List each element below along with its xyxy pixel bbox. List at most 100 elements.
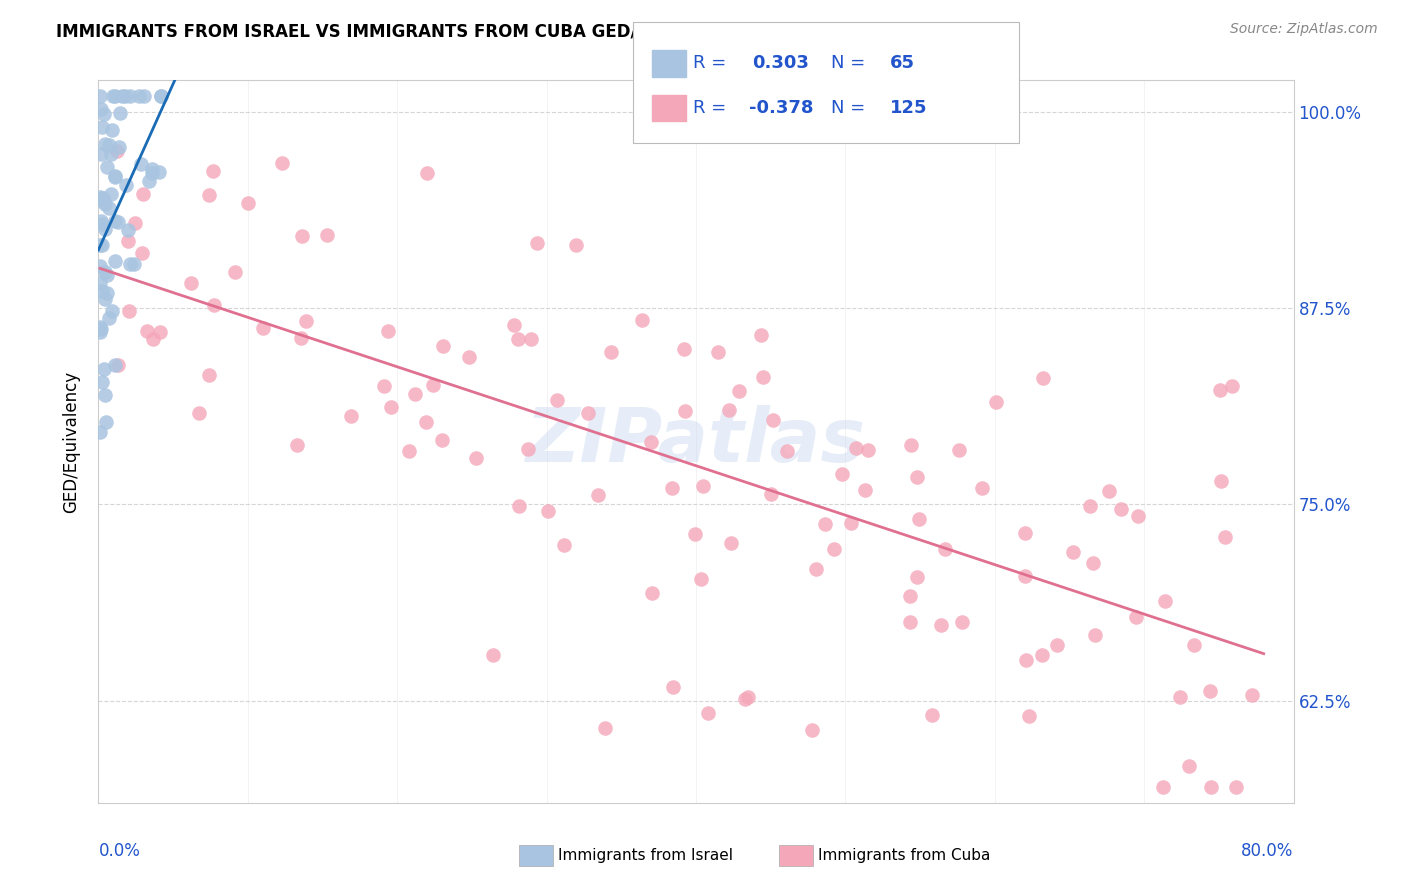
Point — [593, 721, 616, 735]
Point — [599, 344, 621, 359]
Point — [800, 723, 823, 737]
Point — [422, 378, 444, 392]
Point — [1220, 379, 1243, 393]
Point — [141, 166, 163, 180]
Point — [104, 89, 127, 103]
Point — [89, 325, 111, 339]
Point — [839, 516, 862, 531]
Point — [115, 178, 138, 193]
Point — [1225, 780, 1247, 794]
Point — [141, 162, 163, 177]
Point — [271, 155, 294, 169]
Point — [707, 345, 730, 359]
Point — [128, 89, 150, 103]
Point — [503, 318, 526, 332]
Point — [1084, 628, 1107, 642]
Point — [432, 339, 454, 353]
Point — [856, 443, 879, 458]
Point — [90, 214, 112, 228]
Point — [1178, 758, 1201, 772]
Point — [898, 615, 921, 630]
Point — [1199, 780, 1222, 794]
Point — [89, 276, 111, 290]
Point — [761, 486, 783, 500]
Point — [100, 123, 122, 137]
Point — [90, 237, 112, 252]
Point — [98, 201, 121, 215]
Point — [316, 228, 339, 243]
Point — [91, 375, 114, 389]
Point — [114, 89, 136, 103]
Point — [236, 195, 259, 210]
Point — [692, 479, 714, 493]
Point — [1209, 384, 1232, 398]
Point — [641, 586, 664, 600]
Point — [553, 538, 575, 552]
Point — [89, 319, 111, 334]
Point — [508, 499, 530, 513]
Point — [526, 236, 548, 251]
Point — [546, 392, 568, 407]
Point — [683, 527, 706, 541]
Point — [1182, 638, 1205, 652]
Point — [1080, 499, 1102, 513]
Point — [1109, 502, 1132, 516]
Point — [94, 292, 117, 306]
Point — [586, 488, 609, 502]
Point — [93, 137, 115, 152]
Point — [508, 332, 530, 346]
Text: 0.303: 0.303 — [752, 54, 808, 72]
Point — [398, 444, 420, 458]
Point — [118, 89, 141, 103]
Point — [89, 190, 111, 204]
Point — [295, 314, 318, 328]
Point — [516, 442, 538, 457]
Text: 80.0%: 80.0% — [1241, 842, 1294, 860]
Point — [662, 680, 685, 694]
Point — [108, 139, 131, 153]
Text: R =: R = — [693, 99, 727, 117]
Point — [1241, 688, 1264, 702]
Point — [814, 516, 837, 531]
Point — [136, 324, 159, 338]
Point — [117, 222, 139, 236]
Text: ZIPatlas: ZIPatlas — [526, 405, 866, 478]
Point — [404, 387, 426, 401]
Point — [198, 368, 221, 382]
Point — [188, 406, 211, 420]
Point — [1125, 609, 1147, 624]
Point — [134, 89, 156, 103]
Point — [845, 441, 868, 455]
Point — [290, 229, 312, 244]
Point — [1153, 594, 1175, 608]
Point — [201, 164, 224, 178]
Text: 0.0%: 0.0% — [98, 842, 141, 860]
Point — [97, 138, 120, 153]
Point — [696, 706, 718, 720]
Point — [737, 690, 759, 705]
Point — [921, 707, 943, 722]
Point — [934, 542, 956, 557]
Point — [430, 433, 453, 447]
Point — [576, 406, 599, 420]
Point — [224, 264, 246, 278]
Point — [202, 298, 225, 312]
Point — [100, 186, 122, 201]
Point — [415, 166, 437, 180]
Point — [1126, 509, 1149, 524]
Point — [1199, 684, 1222, 698]
Point — [948, 442, 970, 457]
Text: 125: 125 — [890, 99, 928, 117]
Point — [118, 304, 141, 318]
Text: -0.378: -0.378 — [749, 99, 814, 117]
Point — [89, 89, 111, 103]
Point — [823, 541, 845, 556]
Point — [464, 450, 486, 465]
Text: IMMIGRANTS FROM ISRAEL VS IMMIGRANTS FROM CUBA GED/EQUIVALENCY CORRELATION CHART: IMMIGRANTS FROM ISRAEL VS IMMIGRANTS FRO… — [56, 22, 972, 40]
Point — [415, 416, 437, 430]
Point — [93, 107, 115, 121]
Point — [776, 443, 799, 458]
Text: N =: N = — [831, 54, 865, 72]
Point — [132, 187, 155, 202]
Point — [749, 327, 772, 342]
